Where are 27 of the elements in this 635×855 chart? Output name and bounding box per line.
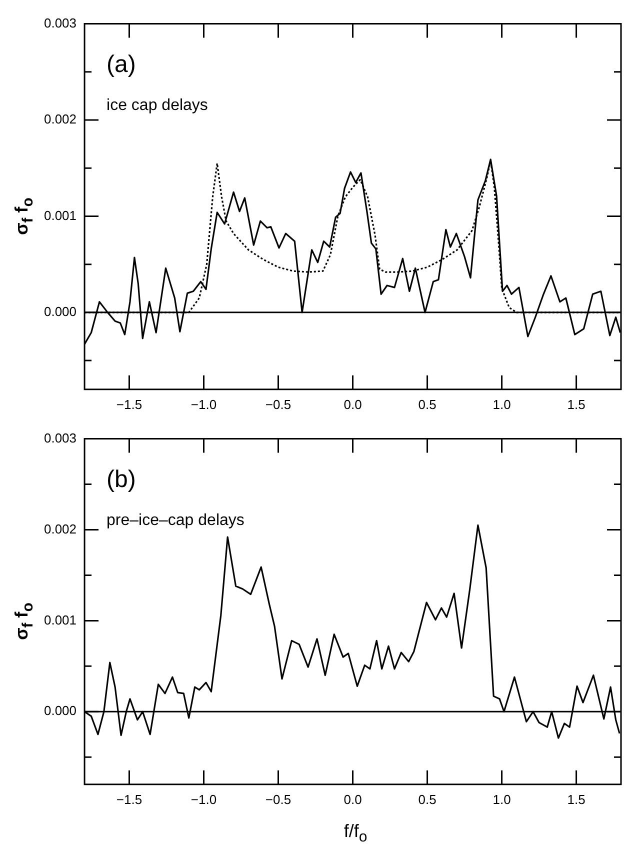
- x-tick-label: 0.0: [344, 792, 362, 807]
- x-tick-label: −1.0: [190, 396, 217, 412]
- x-tick-label: −0.5: [265, 792, 292, 807]
- x-tick-label: 1.5: [567, 396, 586, 412]
- x-tick-label: −1.0: [190, 792, 217, 807]
- y-tick-label: 0.000: [44, 703, 77, 718]
- annotation: ice cap delays: [106, 96, 208, 114]
- x-axis-title: f/f$_{o}$: [342, 820, 368, 848]
- x-tick-label: 0.5: [418, 396, 436, 412]
- annotation: pre–ice–cap delays: [106, 512, 244, 529]
- annotation: (a): [106, 50, 136, 78]
- y-tick-label: 0.003: [44, 430, 77, 446]
- x-tick-label: −1.5: [116, 396, 142, 412]
- y-tick-label: 0.002: [44, 112, 77, 127]
- x-tick-label: 1.0: [492, 792, 511, 807]
- x-tick-label: 0.5: [418, 792, 436, 807]
- y-tick-label: 0.002: [44, 521, 77, 536]
- y-tick-label: 0.001: [44, 208, 77, 223]
- x-tick-label: −0.5: [265, 396, 292, 412]
- annotation: (b): [106, 466, 136, 493]
- y-tick-label: 0.000: [44, 304, 77, 320]
- x-tick-label: 1.5: [567, 792, 586, 807]
- y-tick-label: 0.001: [44, 612, 77, 628]
- y-tick-label: 0.003: [44, 15, 77, 30]
- x-tick-label: 0.0: [344, 396, 362, 412]
- x-tick-label: 1.0: [492, 396, 511, 412]
- x-tick-label: −1.5: [116, 792, 142, 807]
